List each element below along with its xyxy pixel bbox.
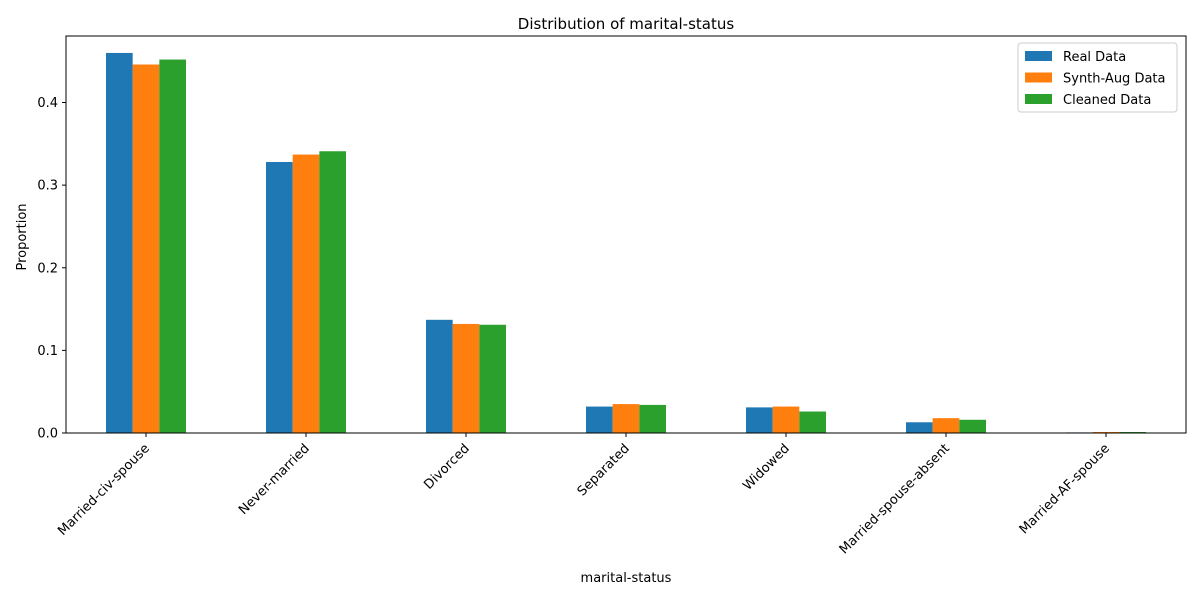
- bar-synth-aug-data-married-civ-spouse: [132, 64, 160, 433]
- chart-title: Distribution of marital-status: [518, 15, 735, 33]
- bar-cleaned-data-married-civ-spouse: [159, 59, 187, 434]
- bar-real-data-separated: [586, 406, 613, 433]
- legend-swatch: [1025, 94, 1052, 104]
- bar-real-data-widowed: [746, 407, 773, 433]
- bar-synth-aug-data-never-married: [292, 154, 320, 433]
- legend-label: Cleaned Data: [1063, 93, 1151, 108]
- bar-real-data-married-spouse-absent: [906, 422, 933, 433]
- y-axis-ticks: 0.0 0.1 0.2 0.3 0.4: [37, 96, 66, 442]
- legend-swatch: [1025, 72, 1052, 83]
- bar-real-data-never-married: [266, 162, 293, 433]
- y-tick-label: 0.0: [37, 427, 58, 442]
- y-tick-label: 0.2: [37, 261, 58, 276]
- legend-label: Synth-Aug Data: [1063, 72, 1165, 87]
- x-axis-label: marital-status: [581, 571, 672, 586]
- bar-cleaned-data-never-married: [319, 151, 347, 433]
- bar-synth-aug-data-divorced: [452, 323, 480, 433]
- bar-synth-aug-data-widowed: [772, 406, 800, 433]
- y-tick-label: 0.1: [37, 344, 58, 359]
- legend-label: Real Data: [1063, 50, 1126, 65]
- bar-synth-aug-data-separated: [612, 404, 640, 433]
- legend: Real Data Synth-Aug Data Cleaned Data: [1017, 42, 1178, 113]
- bar-synth-aug-data-married-spouse-absent: [932, 418, 960, 433]
- bars-layer: [106, 52, 1146, 434]
- bar-cleaned-data-separated: [639, 404, 667, 433]
- bar-cleaned-data-widowed: [799, 411, 827, 433]
- bar-real-data-married-civ-spouse: [106, 52, 133, 433]
- legend-box: [1017, 42, 1178, 113]
- bar-cleaned-data-married-spouse-absent: [959, 419, 987, 433]
- y-tick-label: 0.3: [37, 179, 58, 194]
- legend-swatch: [1025, 51, 1052, 61]
- plot-frame: [65, 35, 1187, 434]
- bar-cleaned-data-divorced: [479, 324, 507, 433]
- y-tick-label: 0.4: [37, 96, 58, 111]
- y-axis-label: Proportion: [15, 203, 30, 270]
- bar-real-data-divorced: [426, 319, 453, 433]
